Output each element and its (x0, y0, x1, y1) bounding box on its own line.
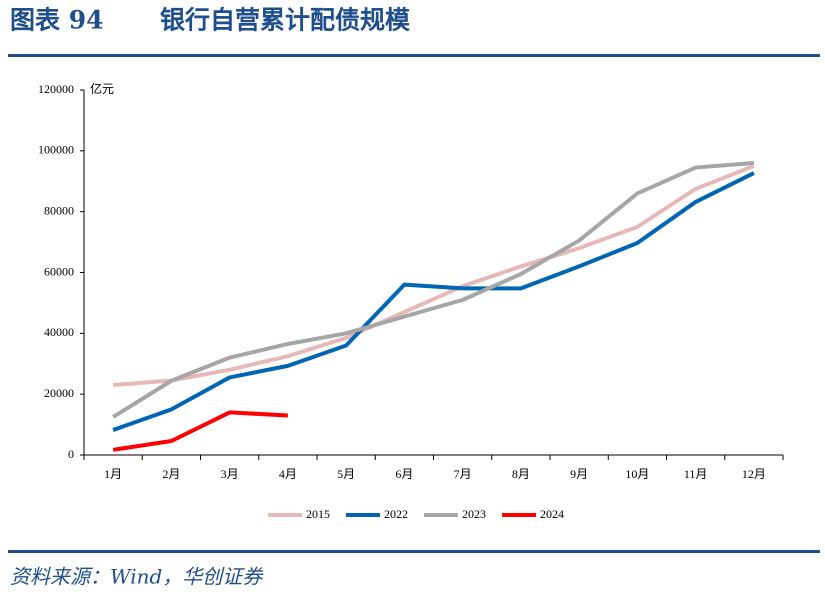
series-line (112, 161, 755, 419)
x-tick-label: 10月 (625, 467, 649, 481)
source: 资料来源：Wind，华创证券 (10, 565, 264, 589)
title-label: 图表 94 (10, 6, 104, 35)
x-tick-label: 12月 (742, 467, 766, 481)
title-rule (8, 54, 820, 57)
x-tick-label: 6月 (395, 467, 413, 481)
y-unit: 亿元 (90, 81, 114, 96)
legend-label: 2023 (462, 507, 486, 521)
legend-label: 2015 (306, 507, 330, 521)
y-tick-label: 100000 (38, 143, 74, 157)
x-tick-label: 4月 (279, 467, 297, 481)
legend-label: 2024 (540, 507, 564, 521)
x-tick-label: 1月 (104, 467, 122, 481)
x-tick-label: 11月 (684, 467, 708, 481)
series-line (112, 171, 755, 432)
x-tick-label: 8月 (512, 467, 530, 481)
y-tick-label: 40000 (44, 325, 74, 339)
x-tick-label: 3月 (221, 467, 239, 481)
y-tick-label: 60000 (44, 264, 74, 278)
chart-title: 银行自营累计配债规模 (160, 6, 411, 35)
x-tick-label: 9月 (570, 467, 588, 481)
x-tick-label: 7月 (454, 467, 472, 481)
legend-label: 2022 (384, 507, 408, 521)
x-tick-label: 2月 (162, 467, 180, 481)
y-tick-label: 20000 (44, 386, 74, 400)
y-tick-label: 120000 (38, 82, 74, 96)
x-tick-label: 5月 (337, 467, 355, 481)
y-tick-label: 80000 (44, 203, 74, 217)
y-tick-label: 0 (68, 447, 74, 461)
source-rule (8, 550, 820, 553)
series-line (112, 410, 288, 452)
series-line (112, 164, 755, 388)
